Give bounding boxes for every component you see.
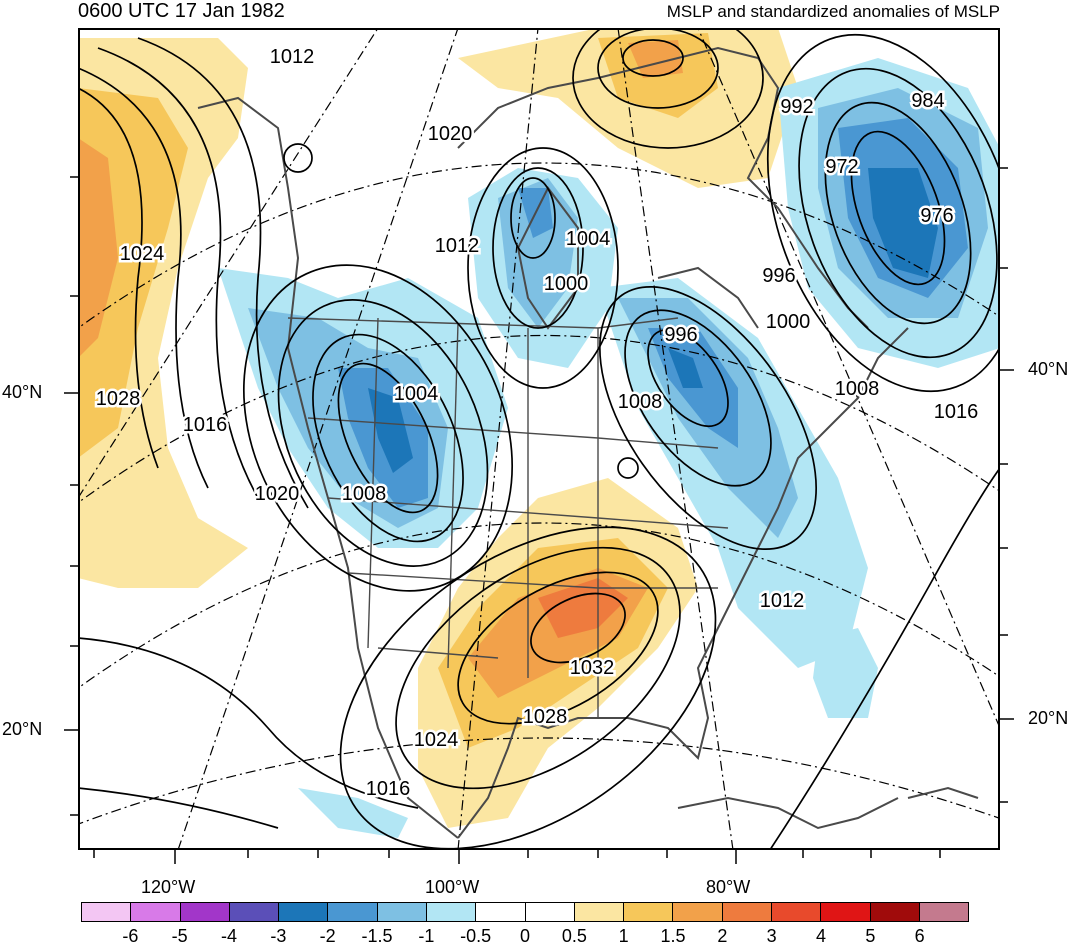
isobar-label: 1012	[270, 46, 315, 68]
colorbar-swatch	[918, 903, 969, 921]
anomaly-colorbar	[81, 902, 969, 922]
anomaly-negative-bahamas	[813, 628, 878, 718]
colorbar-swatch	[130, 903, 180, 921]
colorbar-swatch	[623, 903, 673, 921]
anomaly-negative-rockies-min	[368, 388, 413, 473]
isobar-label: 1016	[934, 401, 979, 423]
isobar-label: 972	[825, 156, 858, 178]
colorbar-swatch	[228, 903, 279, 921]
colorbar-label: -5	[171, 926, 188, 946]
graticule	[78, 28, 1000, 850]
isobar-label: 1004	[566, 228, 611, 250]
isobar-label: 1004	[394, 383, 439, 405]
colorbar-label: 4	[815, 926, 827, 946]
colorbar-label: 1	[618, 926, 629, 946]
map-panel: 1012 1020 1024 1028 1016 1020 1008 1004 …	[78, 28, 1000, 850]
colorbar-swatch	[820, 903, 870, 921]
colorbar-label: 3	[766, 926, 777, 946]
isobar-label: 984	[911, 90, 944, 112]
anomaly-shading	[78, 28, 798, 828]
lat-label-left-20n: 20°N	[2, 719, 43, 739]
isobar-label: 1008	[342, 483, 387, 505]
isobar-label: 1012	[435, 235, 480, 257]
isobar-label: 1000	[544, 273, 589, 295]
isobar-label: 1028	[523, 706, 568, 728]
colorbar-label: 0	[519, 926, 531, 946]
isobar-label: 1016	[183, 414, 228, 436]
lat-label-left-40n: 40°N	[2, 382, 43, 402]
colorbar-label: 1.5	[660, 926, 686, 946]
isobar-label: 1032	[570, 657, 615, 679]
lon-label-80w: 80°W	[706, 877, 751, 897]
isobar-label: 1020	[255, 483, 300, 505]
map-canvas: 1012 1020 1024 1028 1016 1020 1008 1004 …	[78, 28, 1000, 850]
political-boundaries	[287, 317, 729, 718]
isobar-label: 992	[780, 96, 813, 118]
colorbar-label: 2	[717, 926, 728, 946]
isobar-label: 1028	[96, 388, 141, 410]
lat-label-right-20n: 20°N	[1028, 708, 1069, 728]
anomaly-negative	[218, 58, 1000, 838]
colorbar-label: -1.5	[361, 926, 393, 946]
colorbar-label: -0.5	[460, 926, 492, 946]
colorbar-swatch	[672, 903, 722, 921]
colorbar-label: -1	[418, 926, 435, 946]
anomaly-negative-hudson-core	[498, 178, 578, 328]
colorbar-swatch	[82, 903, 131, 921]
anomaly-negative-greatlakes-min	[668, 348, 703, 388]
isobar-label: 1008	[618, 391, 663, 413]
colorbar-swatch	[425, 903, 476, 921]
isobar-label: 1000	[766, 311, 811, 333]
colorbar-swatch	[524, 903, 574, 921]
colorbar-swatch	[278, 903, 328, 921]
isobar-label: 1024	[414, 729, 459, 751]
anomaly-negative-mexico	[298, 788, 408, 838]
colorbar-swatch	[376, 903, 426, 921]
anomaly-positive-southeast-max	[538, 578, 628, 638]
isobar-label: 1024	[120, 243, 165, 265]
lon-label-100w: 100°W	[425, 877, 480, 897]
colorbar-swatch	[573, 903, 624, 921]
isobars	[78, 28, 1000, 850]
lat-label-right-40n: 40°N	[1028, 359, 1069, 379]
valid-time-title: 0600 UTC 17 Jan 1982	[78, 0, 285, 22]
isobar-label: 1012	[760, 590, 805, 612]
anomaly-positive-north-peak	[628, 40, 683, 78]
isobar-label: 996	[762, 265, 795, 287]
lon-label-120w: 120°W	[141, 877, 196, 897]
map-border	[78, 28, 1000, 850]
isobar-label: 1020	[428, 123, 473, 145]
colorbar-label: 5	[865, 926, 876, 946]
colorbar-label: 0.5	[561, 926, 587, 946]
isobar-label: 1008	[835, 378, 880, 400]
colorbar-label: -2	[319, 926, 336, 946]
isobar-labels: 1012 1020 1024 1028 1016 1020 1008 1004 …	[93, 44, 981, 803]
colorbar-swatch	[721, 903, 771, 921]
anomaly-negative-atlantic-min	[868, 168, 938, 278]
isobar-label: 1016	[366, 778, 411, 800]
colorbar-swatch	[869, 903, 919, 921]
isobar-label: 996	[664, 324, 697, 346]
colorbar-swatch	[179, 903, 229, 921]
colorbar-label: -3	[270, 926, 287, 946]
colorbar-swatch	[770, 903, 821, 921]
anomaly-positive-west-peak	[78, 138, 118, 358]
colorbar-swatch	[327, 903, 377, 921]
isobar-label: 976	[920, 205, 953, 227]
colorbar-label: 6	[914, 926, 925, 946]
product-title: MSLP and standardized anomalies of MSLP	[666, 2, 1000, 21]
colorbar-label: -6	[122, 926, 139, 946]
colorbar-swatch	[475, 903, 525, 921]
colorbar-label: -4	[220, 926, 238, 946]
